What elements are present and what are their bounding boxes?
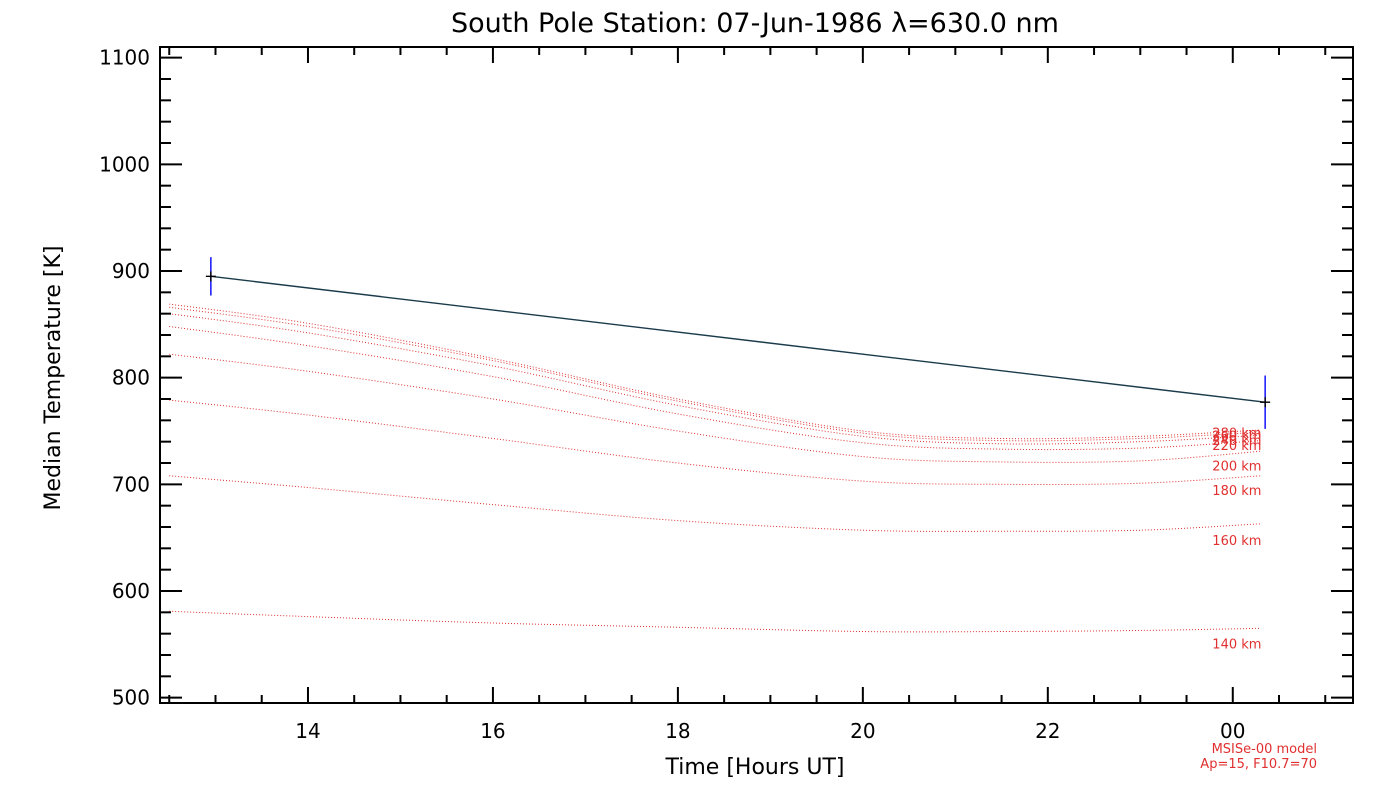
altitude-label: 220 km: [1212, 439, 1261, 454]
y-tick-label: 600: [112, 579, 150, 603]
measured-series-group: [205, 257, 1271, 429]
model-line-200-km: [169, 353, 1261, 463]
plot-border: [159, 46, 1354, 704]
model-line-260-km: [169, 306, 1261, 442]
model-line-280-km: [169, 303, 1261, 440]
x-tick-label: 18: [665, 719, 690, 743]
model-note-line-1: MSISe-00 model: [1212, 742, 1317, 757]
altitude-label: 240 km: [1212, 434, 1261, 449]
y-tick-label: 1100: [99, 46, 150, 70]
y-tick-label: 700: [112, 472, 150, 496]
model-line-180-km: [169, 399, 1261, 486]
axis-tick-labels: 14 16 18 20 22 00 500 600 700 800 900 1000 1100: [99, 46, 1245, 743]
altitude-label: 200 km: [1212, 459, 1261, 474]
x-tick-label: 16: [480, 719, 505, 743]
x-tick-label: 22: [1035, 719, 1060, 743]
altitude-label: 140 km: [1212, 638, 1261, 653]
altitude-label: 180 km: [1212, 484, 1261, 499]
x-tick-label: 14: [295, 719, 320, 743]
axis-ticks: [160, 47, 1353, 703]
model-line-140-km: [169, 610, 1261, 633]
x-tick-label: 00: [1220, 719, 1245, 743]
y-tick-label: 500: [112, 686, 150, 710]
measured-line: [210, 275, 1266, 403]
altitude-label: 280 km: [1212, 426, 1261, 441]
y-tick-label: 800: [112, 366, 150, 390]
y-axis-label: Median Temperature [K]: [41, 246, 66, 511]
y-tick-label: 1000: [99, 152, 150, 176]
altitude-label: 260 km: [1212, 430, 1261, 445]
model-note-line-2: Ap=15, F10.7=70: [1200, 757, 1317, 772]
x-axis-label: Time [Hours UT]: [665, 755, 845, 780]
model-series-group: [169, 303, 1261, 633]
plot-frame: [159, 46, 1354, 704]
x-tick-label: 20: [850, 719, 875, 743]
y-tick-label: 900: [112, 259, 150, 283]
chart-title: South Pole Station: 07-Jun-1986 λ=630.0 …: [451, 8, 1059, 39]
altitude-label: 160 km: [1212, 534, 1261, 549]
model-line-220-km: [169, 325, 1261, 451]
model-line-240-km: [169, 313, 1261, 445]
model-line-160-km: [169, 475, 1261, 532]
